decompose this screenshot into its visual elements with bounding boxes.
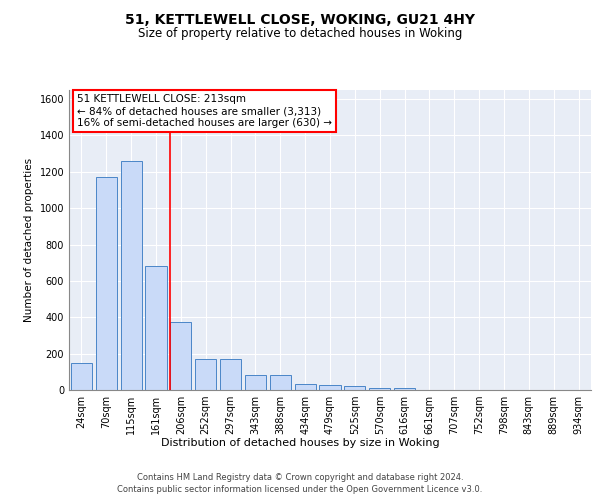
- Text: Distribution of detached houses by size in Woking: Distribution of detached houses by size …: [161, 438, 439, 448]
- Bar: [245, 374, 266, 390]
- Bar: [295, 384, 316, 390]
- Text: Size of property relative to detached houses in Woking: Size of property relative to detached ho…: [138, 28, 462, 40]
- Bar: [344, 386, 365, 390]
- Bar: [220, 359, 241, 390]
- Bar: [170, 322, 191, 390]
- Bar: [369, 388, 390, 390]
- Bar: [145, 266, 167, 390]
- Bar: [121, 161, 142, 390]
- Text: Contains HM Land Registry data © Crown copyright and database right 2024.: Contains HM Land Registry data © Crown c…: [137, 472, 463, 482]
- Text: Contains public sector information licensed under the Open Government Licence v3: Contains public sector information licen…: [118, 485, 482, 494]
- Bar: [71, 362, 92, 390]
- Bar: [195, 359, 216, 390]
- Bar: [96, 178, 117, 390]
- Text: 51 KETTLEWELL CLOSE: 213sqm
← 84% of detached houses are smaller (3,313)
16% of : 51 KETTLEWELL CLOSE: 213sqm ← 84% of det…: [77, 94, 332, 128]
- Bar: [270, 374, 291, 390]
- Text: 51, KETTLEWELL CLOSE, WOKING, GU21 4HY: 51, KETTLEWELL CLOSE, WOKING, GU21 4HY: [125, 12, 475, 26]
- Y-axis label: Number of detached properties: Number of detached properties: [24, 158, 34, 322]
- Bar: [394, 388, 415, 390]
- Bar: [319, 386, 341, 390]
